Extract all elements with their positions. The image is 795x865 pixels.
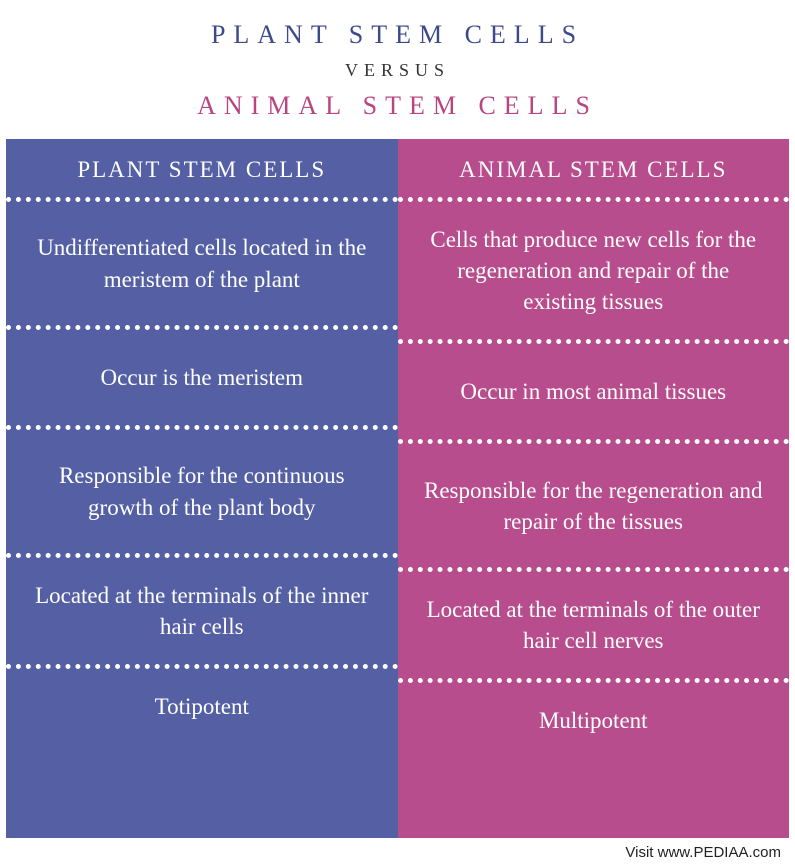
comparison-container: PLANT STEM CELLS VERSUS ANIMAL STEM CELL… xyxy=(0,0,795,865)
table-cell: Responsible for the regeneration and rep… xyxy=(398,444,790,572)
table-cell: Located at the terminals of the inner ha… xyxy=(6,558,398,669)
title-plant: PLANT STEM CELLS xyxy=(10,20,785,50)
table-cell: Undifferentiated cells located in the me… xyxy=(6,202,398,330)
comparison-table: PLANT STEM CELLS Undifferentiated cells … xyxy=(6,139,789,838)
table-cell: Occur in most animal tissues xyxy=(398,344,790,444)
title-animal: ANIMAL STEM CELLS xyxy=(10,91,785,121)
footer-credit: Visit www.PEDIAA.com xyxy=(0,838,795,865)
versus-label: VERSUS xyxy=(10,60,785,81)
table-cell: Located at the terminals of the outer ha… xyxy=(398,572,790,683)
header: PLANT STEM CELLS VERSUS ANIMAL STEM CELL… xyxy=(0,0,795,139)
column-left-header: PLANT STEM CELLS xyxy=(6,139,398,202)
column-right-header: ANIMAL STEM CELLS xyxy=(398,139,790,202)
table-cell: Responsible for the continuous growth of… xyxy=(6,430,398,558)
column-right: ANIMAL STEM CELLS Cells that produce new… xyxy=(398,139,790,838)
table-cell: Cells that produce new cells for the reg… xyxy=(398,202,790,344)
table-cell: Occur is the meristem xyxy=(6,330,398,430)
table-cell: Multipotent xyxy=(398,683,790,758)
column-left: PLANT STEM CELLS Undifferentiated cells … xyxy=(6,139,398,838)
table-cell: Totipotent xyxy=(6,669,398,744)
